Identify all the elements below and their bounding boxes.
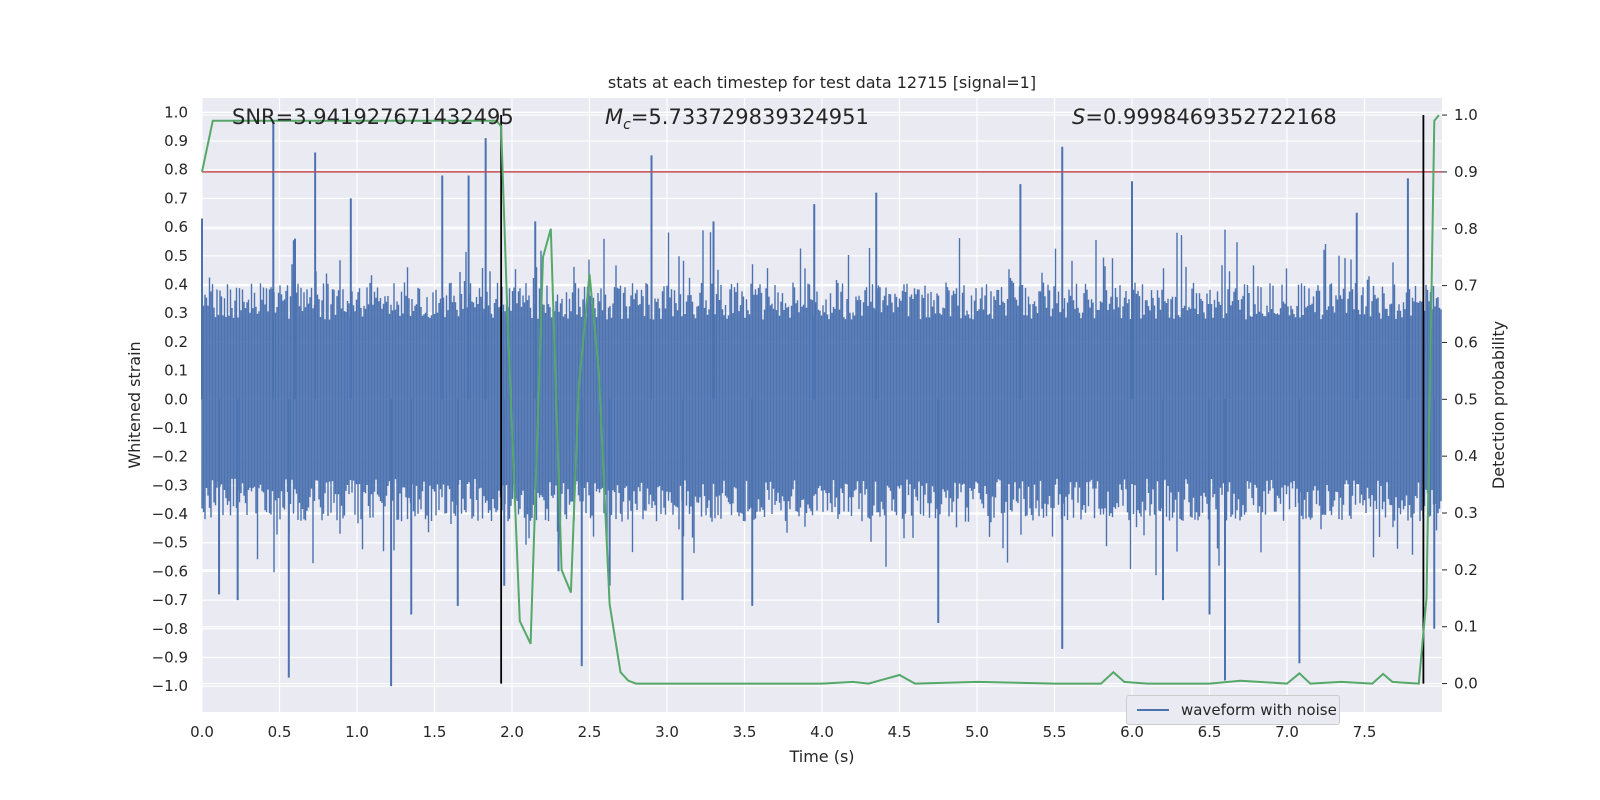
x-tick-label: 0.5	[268, 723, 292, 741]
y-left-tick-label: −0.7	[152, 591, 188, 609]
y-left-tick-label: −0.9	[152, 648, 188, 666]
x-tick-label: 7.5	[1353, 723, 1377, 741]
y-right-axis-label: Detection probability	[1489, 321, 1508, 489]
chirp-mass-annotation: Mc=5.733729839324951	[605, 105, 869, 133]
score-symbol: S	[1072, 105, 1085, 129]
y-left-axis-label: Whitened strain	[125, 341, 144, 468]
y-right-tick-label: 0.7	[1454, 277, 1478, 295]
chirp-mass-symbol: M	[605, 105, 623, 129]
y-left-tick-label: −0.1	[152, 419, 188, 437]
y-left-tick-label: 1.0	[164, 103, 188, 121]
strain-noise-band	[201, 229, 1442, 576]
x-tick-label: 2.0	[500, 723, 524, 741]
y-right-tick-label: 0.2	[1454, 561, 1478, 579]
snr-annotation: SNR=3.941927671432495	[232, 105, 514, 129]
x-tick-label: 6.0	[1120, 723, 1144, 741]
x-tick-label: 4.5	[888, 723, 912, 741]
y-left-tick-label: 0.8	[164, 161, 188, 179]
x-tick-label: 1.0	[345, 723, 369, 741]
x-axis-label: Time (s)	[788, 747, 854, 766]
y-left-tick-label: 0.3	[164, 304, 188, 322]
y-left-tick-label: −1.0	[152, 677, 188, 695]
y-left-tick-label: −0.8	[152, 620, 188, 638]
y-right-tick-label: 0.3	[1454, 504, 1478, 522]
y-right-tick-label: 1.0	[1454, 106, 1478, 124]
x-tick-label: 4.0	[810, 723, 834, 741]
vertical-markers	[500, 115, 1425, 684]
y-left-tick-label: −0.5	[152, 534, 188, 552]
chirp-mass-subscript: c	[623, 117, 631, 133]
y-left-tick-label: −0.2	[152, 448, 188, 466]
y-left-tick-label: 0.1	[164, 362, 188, 380]
y-left-tick-label: 0.0	[164, 390, 188, 408]
chart-title: stats at each timestep for test data 127…	[608, 73, 1036, 92]
y-left-tick-label: 0.5	[164, 247, 188, 265]
x-tick-labels: 0.0 0.5 1.0 1.5 2.0 2.5 3.0 3.5 4.0 4.5 5.0 5.5 6.0 6…	[190, 723, 1376, 741]
x-tick-label: 2.5	[578, 723, 602, 741]
y-right-tick-label: 0.4	[1454, 447, 1478, 465]
y-left-tick-label: −0.3	[152, 476, 188, 494]
score-annotation: S=0.9998469352722168	[1072, 105, 1337, 129]
y-left-tick-label: −0.4	[152, 505, 188, 523]
chirp-mass-value: =5.733729839324951	[631, 105, 869, 129]
y-left-tick-label: 0.4	[164, 275, 188, 293]
y-right-tick-label: 0.8	[1454, 220, 1478, 238]
y-right-tick-label: 0.5	[1454, 390, 1478, 408]
y-right-tick-label: 0.9	[1454, 163, 1478, 181]
y-left-tick-label: 0.6	[164, 218, 188, 236]
y-left-tick-label: 0.9	[164, 132, 188, 150]
probability-line	[201, 114, 1440, 685]
y-left-tick-label: 0.7	[164, 189, 188, 207]
legend: waveform with noise	[1126, 695, 1340, 725]
y-right-tick-label: 0.1	[1454, 618, 1478, 636]
legend-label: waveform with noise	[1181, 701, 1337, 719]
x-tick-label: 5.0	[965, 723, 989, 741]
strain-series	[201, 120, 1442, 687]
x-tick-label: 3.5	[733, 723, 757, 741]
legend-swatch	[1137, 709, 1169, 711]
score-value: =0.9998469352722168	[1085, 105, 1336, 129]
y-left-tick-label: 0.2	[164, 333, 188, 351]
x-tick-label: 6.5	[1198, 723, 1222, 741]
x-tick-label: 0.0	[190, 723, 214, 741]
x-tick-label: 5.5	[1043, 723, 1067, 741]
y-left-tick-labels: 1.0 0.9 0.8 0.7 0.6 0.5 0.4 0.3 0.2 0.1 0.0 −0.1 −0.…	[152, 103, 188, 695]
x-tick-label: 1.5	[423, 723, 447, 741]
y-left-tick-label: −0.6	[152, 562, 188, 580]
y-right-tick-labels: 1.0 0.9 0.8 0.7 0.6 0.5 0.4 0.3 0.2 0.1 0.0	[1442, 106, 1478, 693]
x-tick-label: 3.0	[655, 723, 679, 741]
y-right-tick-label: 0.6	[1454, 333, 1478, 351]
y-right-tick-label: 0.0	[1454, 675, 1478, 693]
x-tick-label: 7.0	[1275, 723, 1299, 741]
